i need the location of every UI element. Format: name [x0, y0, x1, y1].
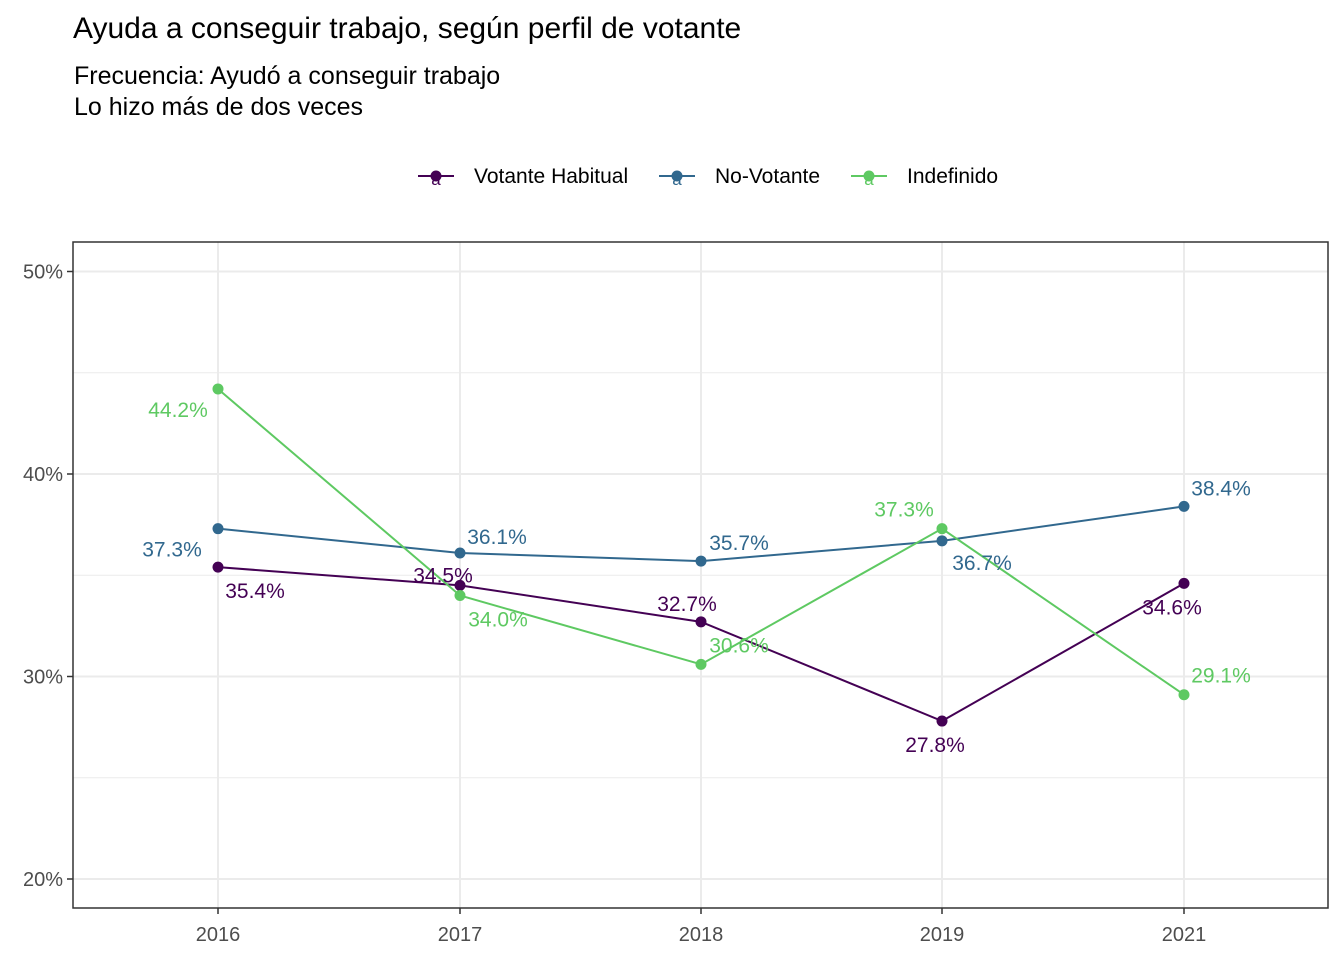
y-tick-label: 30%: [23, 667, 63, 689]
chart-title: Ayuda a conseguir trabajo, según perfil …: [73, 12, 742, 45]
y-tick-label: 40%: [23, 464, 63, 486]
data-label: 38.4%: [1191, 477, 1251, 500]
legend-item: a No-Votante: [659, 165, 820, 189]
data-point: [454, 590, 466, 601]
x-tick-label: 2019: [920, 924, 965, 946]
data-point: [212, 523, 224, 535]
subtitle-line-2: Lo hizo más de dos veces: [74, 93, 364, 121]
legend-key-point: [863, 170, 875, 182]
data-point: [695, 555, 707, 567]
legend: a Votante Habitual a No-Votante a Indefinido: [418, 165, 998, 189]
x-axis: 2016 2017 2018 2019 2021: [196, 908, 1207, 946]
data-label: 35.7%: [709, 532, 769, 555]
data-point: [212, 561, 224, 573]
data-label: 37.3%: [142, 539, 202, 562]
legend-key-glyph: a: [864, 170, 874, 189]
legend-label: No-Votante: [715, 165, 820, 188]
series-votante-habitual: [212, 561, 1190, 727]
subtitle-line-1: Frecuencia: Ayudó a conseguir trabajo: [74, 62, 501, 90]
data-point: [936, 535, 948, 547]
data-point: [936, 523, 948, 535]
legend-item: a Indefinido: [851, 165, 998, 189]
data-point: [1178, 577, 1190, 589]
data-label: 30.6%: [709, 634, 769, 657]
data-point: [936, 715, 948, 727]
data-labels: 35.4% 34.5% 32.7% 27.8% 34.6% 37.3% 36.1% 35.7%…: [142, 399, 1251, 757]
data-label: 36.7%: [952, 552, 1012, 575]
y-axis: 20% 30% 40% 50%: [23, 262, 73, 891]
legend-label: Indefinido: [907, 165, 998, 188]
x-tick-label: 2018: [679, 924, 724, 946]
data-point: [695, 616, 707, 628]
data-point: [695, 658, 707, 670]
y-tick-label: 20%: [23, 869, 63, 891]
series-no-votante: [212, 500, 1190, 567]
legend-key-glyph: a: [672, 170, 682, 189]
plot-panel: [72, 241, 1329, 909]
data-label: 35.4%: [225, 580, 285, 603]
data-label: 34.6%: [1142, 596, 1202, 619]
data-label: 29.1%: [1191, 665, 1251, 688]
legend-key-point: [430, 170, 442, 182]
data-label: 44.2%: [148, 399, 208, 422]
x-tick-label: 2021: [1162, 924, 1207, 946]
series-indefinido: [212, 383, 1190, 701]
x-tick-label: 2017: [438, 924, 483, 946]
y-tick-label: 50%: [23, 262, 63, 284]
data-point: [1178, 500, 1190, 512]
data-point: [1178, 689, 1190, 701]
chart-subtitle: Frecuencia: Ayudó a conseguir trabajo Lo…: [74, 61, 500, 123]
legend-key-glyph: a: [431, 170, 441, 189]
legend-item: a Votante Habitual: [418, 165, 628, 189]
data-label: 34.0%: [468, 609, 528, 632]
data-point: [454, 547, 466, 559]
legend-key-point: [671, 170, 683, 182]
x-tick-label: 2016: [196, 924, 241, 946]
data-label: 27.8%: [905, 734, 965, 757]
data-point: [454, 579, 466, 591]
legend-label: Votante Habitual: [474, 165, 628, 188]
data-label: 32.7%: [657, 593, 717, 616]
data-label: 37.3%: [874, 499, 934, 522]
data-point: [212, 383, 224, 395]
data-label: 34.5%: [413, 564, 473, 587]
data-label: 36.1%: [467, 526, 527, 549]
